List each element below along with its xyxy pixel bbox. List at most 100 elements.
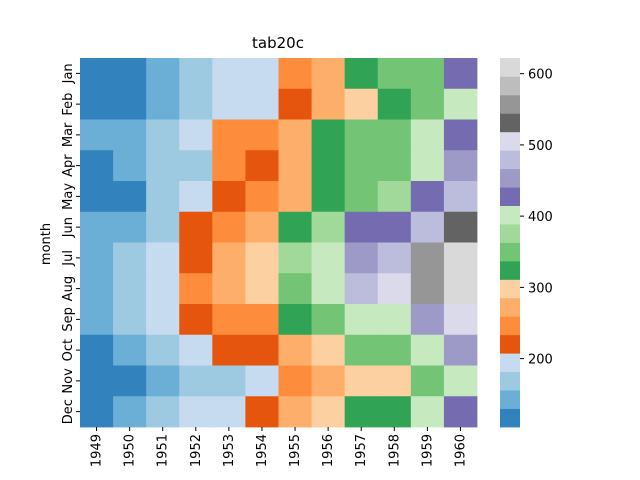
heatmap-cell [377,334,412,366]
y-tick-label: Dec [61,399,76,424]
heatmap-cell [311,211,346,243]
heatmap-cell [377,365,412,397]
heatmap-cell [80,365,114,397]
heatmap-cell [278,58,312,90]
heatmap-cell [113,58,147,90]
colorbar-tick-label: 400 [528,210,553,225]
y-tick-label: Sep [61,307,76,332]
x-tick-label: 1953 [222,434,237,467]
heatmap-cell [146,273,180,305]
colorbar-segment [500,113,520,133]
heatmap-cell [245,211,279,243]
heatmap-cell [344,150,379,182]
heatmap-cell [245,334,279,366]
heatmap-cell [377,242,412,274]
heatmap-cell [113,150,147,182]
heatmap-cell [146,242,180,274]
heatmap-cell [146,181,180,213]
heatmap-cell [212,242,246,274]
x-tick-label: 1957 [354,434,369,467]
heatmap-cell [179,365,213,397]
heatmap-cell [278,211,312,243]
y-tick-label: Jan [61,63,76,84]
heatmap-cell [245,273,279,305]
heatmap-cell [212,211,246,243]
colorbar-segment [500,58,520,77]
heatmap-cell [410,396,445,428]
x-axis-ticks: 1949 1950 1951 1952 1953 1954 1955 1956 1957 1958… [90,427,468,467]
heatmap-cell [410,88,445,120]
heatmap-cell [344,211,379,243]
heatmap-cell [245,88,279,120]
heatmap-cell [311,396,346,428]
heatmap-cell [344,181,379,213]
heatmap-cell [410,211,445,243]
heatmap-cell [311,119,346,151]
heatmap-cell [146,88,180,120]
x-tick-label: 1958 [387,434,402,467]
heatmap-cell [443,181,478,213]
heatmap-cell [410,365,445,397]
heatmap-cell [212,181,246,213]
heatmap-cell [443,58,478,90]
heatmap-cell [179,273,213,305]
heatmap-cell [410,150,445,182]
colorbar-tick-label: 300 [528,281,553,296]
heatmap-cell [278,242,312,274]
heatmap-cell [113,211,147,243]
heatmap-cell [443,334,478,366]
heatmap-cell [146,150,180,182]
colorbar-segment [500,168,520,188]
heatmap-cell [179,88,213,120]
heatmap-cell [278,150,312,182]
heatmap-cell [443,273,478,305]
heatmap-cell [278,396,312,428]
heatmap-cell [311,181,346,213]
heatmap-cell [344,58,379,90]
heatmap-cell [311,88,346,120]
x-tick-label: 1960 [453,434,468,467]
heatmap-cell [146,58,180,90]
heatmap-cell [113,273,147,305]
colorbar-segment [500,242,520,262]
heatmap-cell [113,304,147,336]
heatmap-cell [245,150,279,182]
x-tick-label: 1956 [321,434,336,467]
colorbar-segment [500,131,520,151]
heatmap-cell [245,365,279,397]
heatmap-cell [146,304,180,336]
heatmap-cell [377,150,412,182]
heatmap-cell [377,58,412,90]
y-tick-label: Aug [61,276,76,301]
colorbar-segment [500,205,520,225]
heatmap-cell [80,273,114,305]
heatmap-cell [80,88,114,120]
heatmap-cell [311,334,346,366]
heatmap-cell [80,119,114,151]
y-axis-ticks: Jan Feb Mar Apr May Jun Jul Aug Sep Oct Nov Dec [61,63,80,424]
x-tick-label: 1950 [123,434,138,467]
heatmap-cell [443,88,478,120]
colorbar [500,58,520,428]
heatmap-cell [80,396,114,428]
heatmap-cell [146,365,180,397]
colorbar-segment [500,390,520,409]
heatmap-cell [278,88,312,120]
heatmap-cell [443,304,478,336]
heatmap-cell [179,396,213,428]
y-tick-label: Feb [61,93,76,116]
y-tick-label: May [61,183,76,210]
colorbar-segment [500,353,520,373]
colorbar-tick-label: 200 [528,353,553,368]
heatmap-cell [443,150,478,182]
heatmap-cell [443,396,478,428]
heatmap-cell [344,88,379,120]
heatmap-cell [311,273,346,305]
heatmap-cell [278,119,312,151]
heatmap-cell [377,119,412,151]
heatmap-cell [410,304,445,336]
heatmap-cell [344,334,379,366]
heatmap-cell [80,211,114,243]
colorbar-segment [500,371,520,391]
